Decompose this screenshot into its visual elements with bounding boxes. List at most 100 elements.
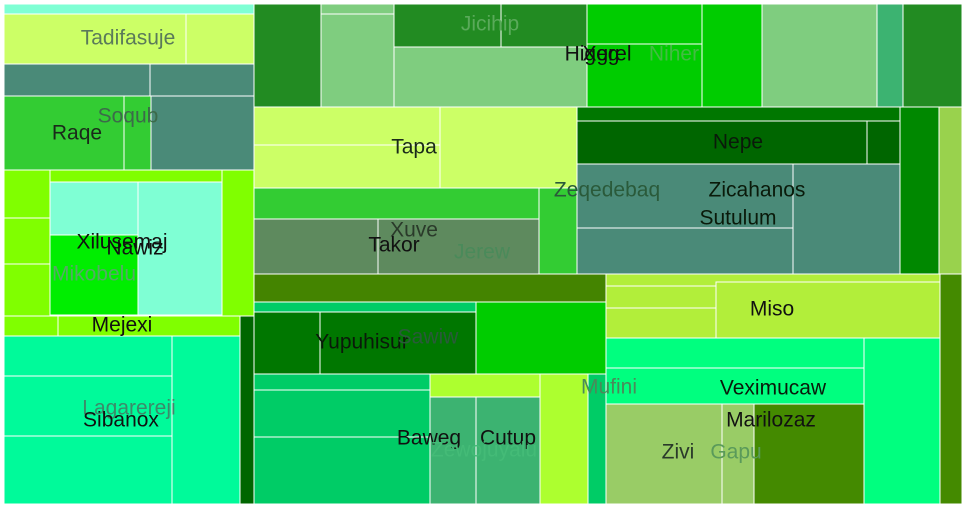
treemap-label: Xilusemaj bbox=[76, 231, 167, 254]
treemap-tile bbox=[239, 315, 255, 505]
treemap-tile bbox=[3, 217, 51, 265]
treemap-tile bbox=[49, 181, 139, 236]
treemap-tile bbox=[253, 218, 379, 275]
treemap-tile bbox=[253, 273, 607, 303]
treemap-tile bbox=[605, 403, 723, 505]
treemap-tile bbox=[253, 436, 431, 505]
treemap-tile bbox=[938, 106, 963, 275]
treemap-label: Jerew bbox=[454, 241, 511, 264]
treemap-tile bbox=[393, 46, 588, 108]
treemap-label: Zeqedebaq bbox=[554, 179, 660, 202]
treemap-tile bbox=[253, 3, 322, 108]
treemap-tiles bbox=[3, 3, 963, 505]
treemap-label: Mufini bbox=[581, 376, 637, 399]
treemap-label: Nepe bbox=[713, 131, 763, 154]
treemap-label: Veximucaw bbox=[720, 377, 827, 400]
treemap-tile bbox=[863, 337, 941, 505]
treemap-label: Sutulum bbox=[699, 207, 776, 230]
treemap-tile bbox=[393, 3, 502, 48]
treemap-tile bbox=[866, 120, 901, 165]
treemap-label: Zicahanos bbox=[709, 179, 806, 202]
treemap-tile bbox=[3, 335, 173, 377]
treemap-tile bbox=[49, 169, 223, 183]
treemap-tile bbox=[586, 43, 703, 108]
treemap-tile bbox=[538, 187, 578, 275]
treemap-tile bbox=[721, 403, 755, 505]
treemap-label: Lagarereji bbox=[82, 397, 175, 420]
treemap-tile bbox=[792, 163, 901, 275]
treemap-tile bbox=[123, 95, 152, 171]
treemap-tile bbox=[221, 169, 255, 317]
treemap-tile bbox=[3, 3, 255, 15]
treemap-tile bbox=[320, 3, 395, 15]
treemap-tile bbox=[586, 3, 703, 45]
treemap-label: Cutup bbox=[480, 427, 536, 450]
treemap-tile bbox=[576, 163, 794, 229]
treemap-label: Raqe bbox=[52, 122, 102, 145]
treemap-label: Xgrel bbox=[582, 43, 631, 66]
treemap-label: Mejexi bbox=[92, 314, 153, 337]
treemap-tile bbox=[319, 311, 477, 375]
treemap-tile bbox=[3, 435, 173, 505]
treemap-label: Xuve bbox=[390, 219, 438, 242]
treemap-tile bbox=[429, 373, 541, 398]
treemap-tile bbox=[3, 95, 125, 171]
treemap-tile bbox=[876, 3, 904, 108]
treemap-tile bbox=[253, 373, 431, 391]
treemap-label: Higeg bbox=[565, 43, 620, 66]
treemap-tile bbox=[539, 373, 589, 505]
treemap-tile bbox=[185, 13, 255, 65]
treemap-tile bbox=[701, 3, 763, 108]
treemap-label: Takor bbox=[368, 234, 419, 257]
treemap-tile bbox=[253, 187, 540, 220]
treemap-tile bbox=[171, 335, 241, 505]
treemap-tile bbox=[576, 227, 794, 275]
treemap-tile bbox=[253, 144, 441, 189]
treemap-tile bbox=[49, 234, 139, 316]
treemap-tile bbox=[605, 285, 717, 309]
treemap-tile bbox=[761, 3, 878, 108]
treemap-label: Yupuhisur bbox=[315, 331, 408, 354]
treemap-tile bbox=[439, 106, 578, 189]
treemap-tile bbox=[753, 403, 865, 505]
treemap-tile bbox=[605, 337, 865, 369]
treemap-tile bbox=[899, 106, 940, 275]
treemap-tile bbox=[715, 281, 941, 339]
treemap-tile bbox=[3, 315, 59, 337]
treemap-tile bbox=[149, 63, 255, 97]
treemap-tile bbox=[150, 95, 255, 171]
treemap-label: Mikobelu bbox=[52, 263, 136, 286]
treemap-tile bbox=[500, 3, 588, 48]
treemap-tile bbox=[137, 181, 223, 316]
treemap-tile bbox=[253, 301, 477, 313]
treemap-tile bbox=[253, 389, 431, 438]
treemap-tile bbox=[3, 169, 51, 219]
treemap-label: Tapa bbox=[391, 136, 437, 159]
treemap-label: Marilozaz bbox=[726, 409, 816, 432]
treemap-tile bbox=[253, 311, 321, 375]
treemap-tile bbox=[320, 13, 395, 108]
treemap-label: Zewojuyalu bbox=[431, 439, 537, 462]
treemap-tile bbox=[939, 273, 963, 505]
treemap-label: Soqub bbox=[98, 105, 159, 128]
treemap-label: Jicihip bbox=[461, 13, 519, 36]
treemap-label: Tadifasuje bbox=[81, 27, 176, 50]
treemap-tile bbox=[3, 375, 173, 437]
treemap-label: Sibanox bbox=[83, 409, 159, 432]
treemap-tile bbox=[902, 3, 963, 108]
treemap-label: Nawiz bbox=[106, 237, 163, 260]
treemap-label: Baweg bbox=[397, 427, 461, 450]
treemap-tile bbox=[576, 106, 901, 122]
treemap-label: Zivi bbox=[662, 441, 695, 464]
treemap-tile bbox=[3, 263, 51, 317]
treemap-label: Sawiw bbox=[398, 326, 460, 349]
treemap-tile bbox=[3, 63, 151, 97]
treemap-tile bbox=[475, 396, 541, 505]
treemap-tile bbox=[605, 367, 865, 405]
treemap-label: Gapu bbox=[710, 441, 761, 464]
treemap-label: Miso bbox=[750, 298, 794, 321]
treemap-tile bbox=[429, 396, 477, 505]
treemap-label: Niher bbox=[649, 43, 699, 66]
